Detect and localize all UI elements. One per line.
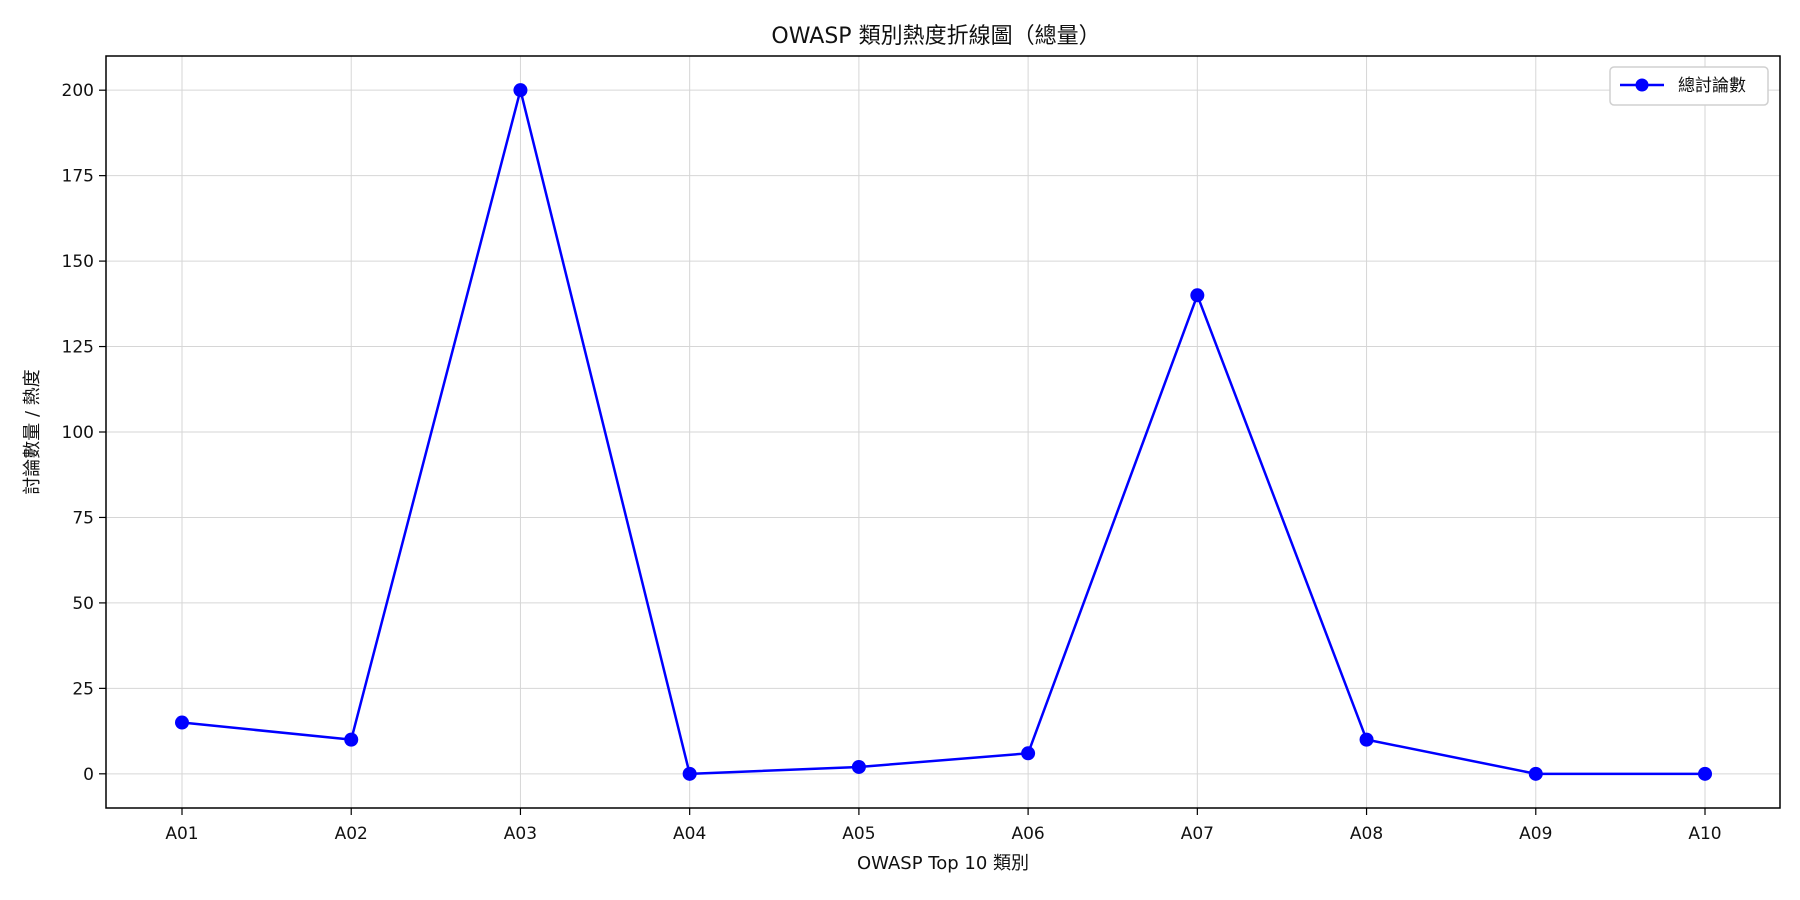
data-point	[513, 83, 528, 98]
legend: 總討論數	[1609, 66, 1769, 106]
y-axis-label: 討論數量 / 熱度	[22, 369, 43, 495]
x-tick-label: A09	[1519, 824, 1552, 844]
y-tick-label: 125	[62, 338, 94, 358]
y-tick-label: 100	[62, 423, 94, 443]
y-tick-label: 50	[72, 594, 94, 614]
x-tick-label: A04	[673, 824, 706, 844]
x-tick-label: A07	[1181, 824, 1214, 844]
x-tick-label: A10	[1688, 824, 1721, 844]
x-tick-label: A08	[1350, 824, 1383, 844]
data-point	[344, 732, 359, 747]
data-point	[1190, 288, 1205, 303]
x-tick-label: A03	[504, 824, 537, 844]
legend-series-marker	[1635, 78, 1649, 92]
grid-lines	[106, 56, 1780, 808]
data-point	[1528, 766, 1543, 781]
y-tick-label: 0	[83, 765, 94, 785]
y-axis-ticks: 0 25 50 75 100 125 150 175 200	[62, 81, 106, 785]
y-tick-label: 25	[72, 679, 94, 699]
data-point	[1698, 766, 1712, 781]
data-point	[682, 766, 697, 781]
legend-box	[1609, 66, 1769, 106]
y-tick-label: 200	[62, 81, 94, 101]
series-line	[180, 88, 1707, 776]
y-tick-label: 175	[62, 167, 94, 187]
data-point	[175, 715, 189, 730]
x-tick-label: A02	[335, 824, 368, 844]
y-tick-label: 75	[72, 508, 94, 528]
x-tick-label: A06	[1011, 824, 1044, 844]
x-axis-ticks: A01 A02 A03 A04 A05 A06 A07 A08 A09 A10	[165, 808, 1722, 844]
data-point	[851, 759, 866, 774]
y-tick-label: 150	[62, 252, 94, 272]
x-tick-label: A01	[165, 824, 198, 844]
data-point	[1021, 746, 1036, 761]
legend-series-label: 總討論數	[1678, 76, 1746, 96]
chart-title: OWASP 類別熱度折線圖（總量）	[771, 24, 1100, 49]
series-layer	[175, 83, 1712, 781]
data-point	[1359, 732, 1374, 747]
x-axis-label: OWASP Top 10 類別	[857, 853, 1029, 874]
plot-area: A01 A02 A03 A04 A05 A06 A07 A08 A09 A10 0 25 50 75 10…	[62, 55, 1781, 844]
x-tick-label: A05	[842, 824, 875, 844]
